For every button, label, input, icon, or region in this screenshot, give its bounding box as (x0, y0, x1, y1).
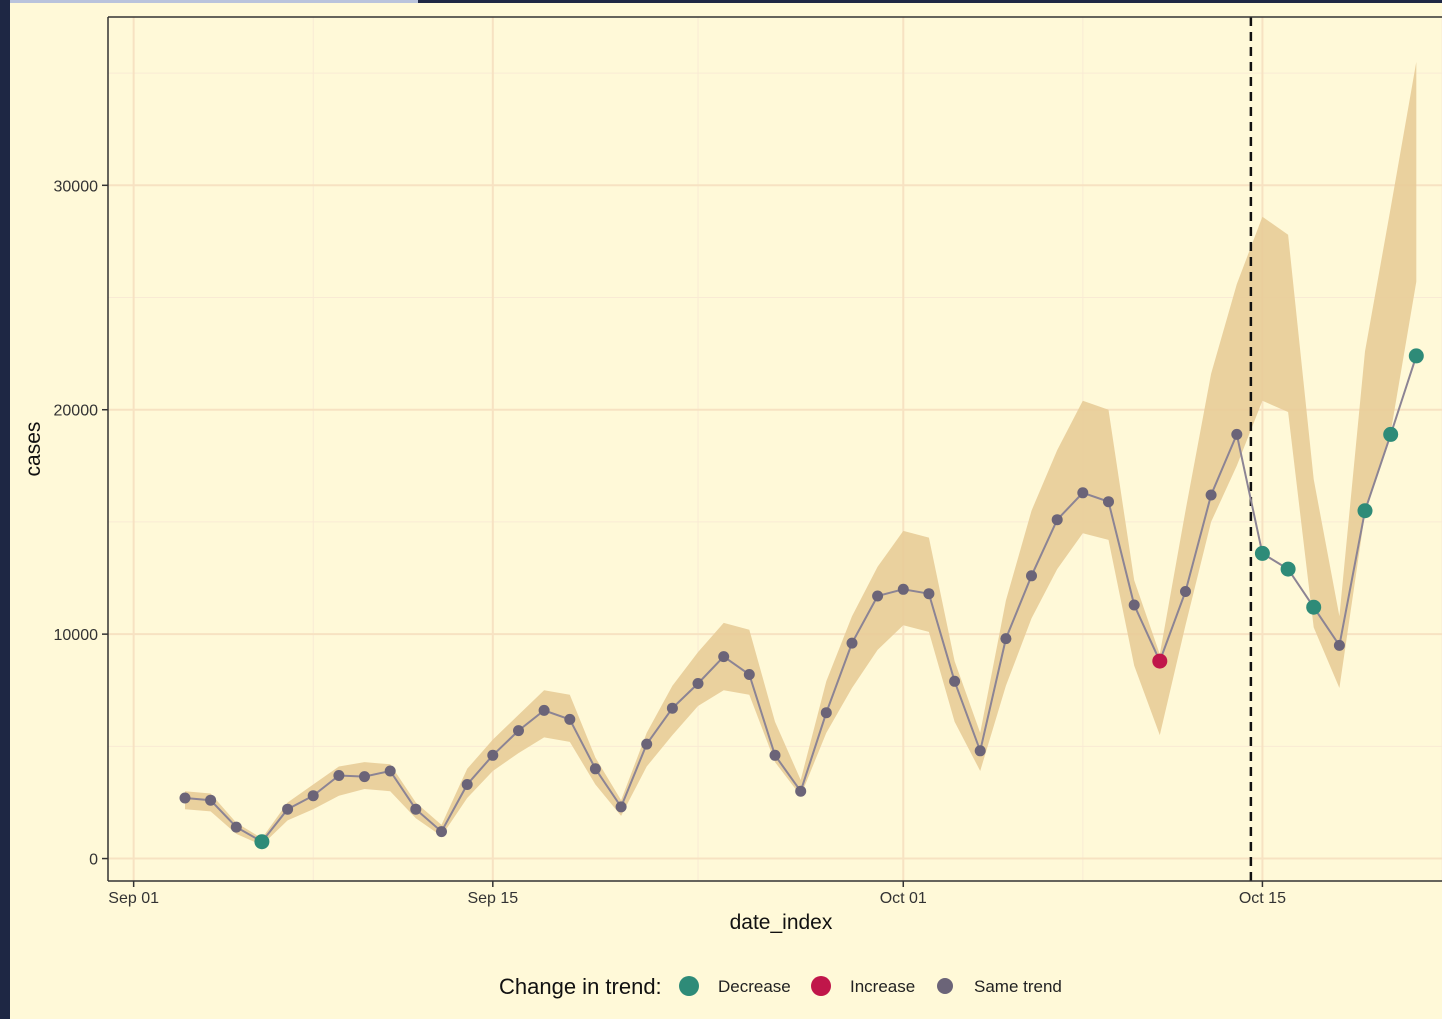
data-point-same-trend (1205, 489, 1217, 501)
data-point-same-trend (1180, 586, 1191, 597)
data-point-same-trend (359, 771, 370, 783)
data-point-same-trend (1077, 487, 1089, 499)
data-point-same-trend (692, 678, 704, 689)
data-point-increase (1152, 653, 1168, 669)
data-point-decrease (1254, 545, 1270, 561)
y-tick-label: 0 (89, 852, 98, 869)
data-point-same-trend (205, 794, 217, 806)
data-point-same-trend (795, 785, 807, 797)
axes (107, 16, 1442, 882)
data-point-decrease (1280, 561, 1296, 577)
y-axis-ticks: 0 10000 20000 30000 (54, 178, 108, 869)
window-edge-top (10, 0, 418, 3)
data-point-same-trend (1128, 599, 1140, 611)
data-point-same-trend (436, 826, 447, 838)
legend-label-increase: Increase (850, 977, 915, 996)
data-points (179, 348, 1424, 850)
data-point-same-trend (1231, 428, 1243, 440)
data-point-same-trend (718, 651, 730, 663)
data-point-same-trend (949, 675, 961, 687)
y-tick-label: 10000 (54, 627, 99, 644)
data-point-decrease (1357, 503, 1373, 519)
data-point-decrease (1408, 348, 1424, 364)
data-point-same-trend (333, 770, 345, 781)
window-edge-top-dark (418, 0, 1442, 3)
legend: Change in trend: Decrease Increase Same … (499, 974, 1062, 999)
window-edge-left (0, 0, 10, 1019)
legend-swatch-decrease (679, 976, 699, 996)
data-point-same-trend (230, 821, 242, 833)
x-axis-ticks: Sep 01 Sep 15 Oct 01 Oct 15 (108, 881, 1286, 907)
data-point-same-trend (820, 707, 832, 719)
data-point-same-trend (589, 763, 601, 775)
data-point-decrease (254, 834, 270, 850)
legend-label-decrease: Decrease (718, 977, 791, 996)
y-tick-label: 30000 (54, 178, 99, 195)
legend-swatch-same-trend (937, 978, 953, 994)
data-point-same-trend (1051, 514, 1063, 526)
data-point-same-trend (743, 669, 755, 680)
data-point-same-trend (974, 745, 986, 757)
data-point-same-trend (538, 704, 550, 716)
data-point-decrease (1383, 426, 1399, 442)
data-point-same-trend (666, 702, 678, 714)
data-point-same-trend (897, 583, 909, 595)
data-point-same-trend (307, 790, 319, 802)
data-point-same-trend (487, 749, 499, 761)
legend-label-same-trend: Same trend (974, 977, 1062, 996)
x-tick-label: Sep 15 (467, 890, 518, 907)
legend-title: Change in trend: (499, 974, 662, 999)
data-point-decrease (1306, 599, 1322, 615)
data-point-same-trend (1103, 496, 1114, 508)
data-point-same-trend (1026, 570, 1037, 582)
data-point-same-trend (282, 803, 294, 815)
data-point-same-trend (923, 588, 935, 600)
data-point-same-trend (564, 713, 576, 725)
data-point-same-trend (410, 803, 422, 815)
x-tick-label: Oct 15 (1239, 890, 1286, 907)
data-point-same-trend (846, 637, 858, 649)
data-point-same-trend (872, 590, 884, 602)
data-point-same-trend (615, 801, 627, 813)
legend-swatch-increase (811, 976, 831, 996)
x-tick-label: Oct 01 (880, 890, 927, 907)
data-point-same-trend (384, 765, 396, 777)
data-point-same-trend (1333, 639, 1345, 651)
data-point-same-trend (641, 738, 653, 750)
data-point-same-trend (769, 749, 781, 761)
y-axis-title: cases (22, 422, 45, 477)
data-point-same-trend (513, 725, 524, 737)
grid-lines (108, 17, 1442, 881)
data-point-same-trend (461, 779, 473, 790)
y-tick-label: 20000 (54, 403, 99, 420)
x-axis-title: date_index (730, 911, 833, 934)
data-point-same-trend (1000, 633, 1012, 645)
data-point-same-trend (179, 792, 191, 804)
x-tick-label: Sep 01 (108, 890, 159, 907)
